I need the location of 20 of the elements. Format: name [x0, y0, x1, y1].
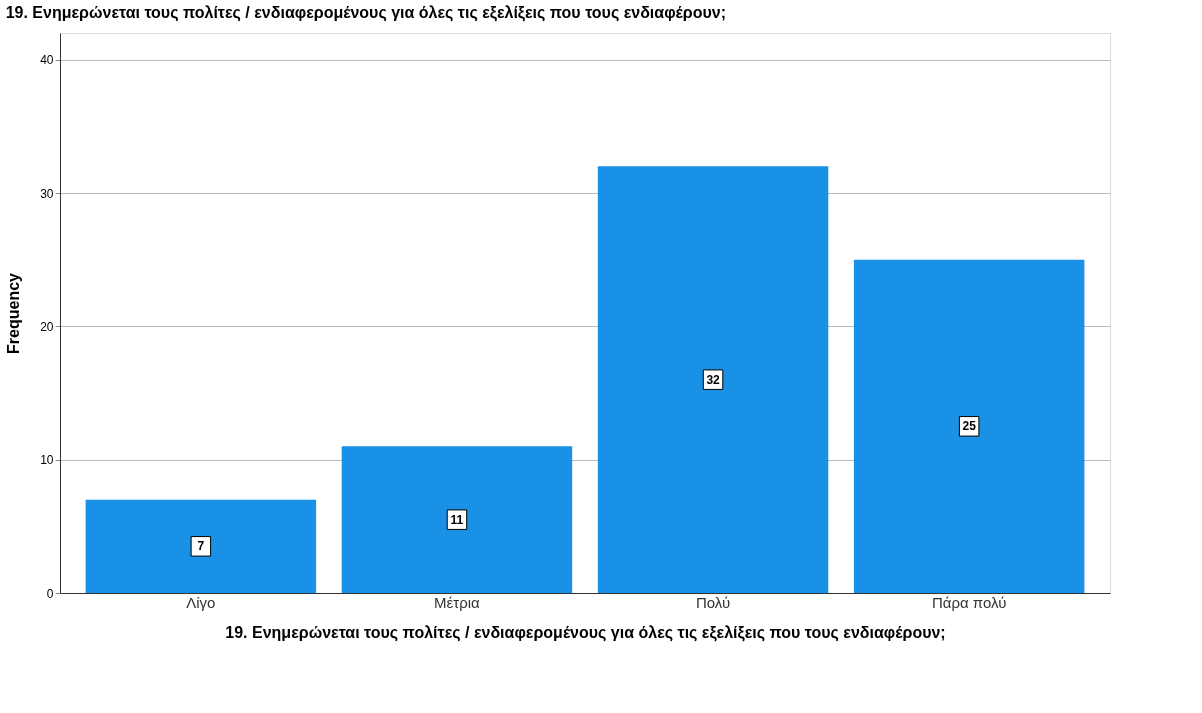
- x-tick-label: Μέτρια: [434, 593, 481, 611]
- y-axis-title: Frequency: [5, 272, 23, 354]
- y-tick-label: 40: [40, 53, 54, 68]
- data-label: 32: [706, 372, 721, 387]
- x-tick-label: Πάρα πολύ: [931, 593, 1007, 611]
- bar: [341, 446, 573, 593]
- x-tick-label: Πολύ: [695, 593, 731, 611]
- y-tick-label: 10: [40, 453, 54, 468]
- bar: [85, 499, 317, 593]
- data-label: 11: [450, 512, 464, 527]
- bar: [853, 259, 1085, 593]
- data-label: 7: [197, 539, 205, 554]
- bar: [597, 166, 829, 593]
- x-axis-title: 19. Ενημερώνεται τους πολίτες / ενδιαφερομένους για όλες τις εξελίξεις που τους ενδιαφέρουν;: [225, 623, 946, 642]
- data-label: 25: [962, 419, 977, 434]
- y-tick-label: 20: [40, 319, 54, 334]
- chart-title: 19. Ενημερώνεται τους πολίτες / ενδιαφερομένους για όλες τις εξελίξεις που τους ενδιαφέρουν;: [5, 4, 727, 22]
- x-tick-label: Λίγο: [186, 593, 216, 611]
- y-tick-label: 30: [40, 186, 54, 201]
- y-tick-label: 0: [46, 586, 54, 601]
